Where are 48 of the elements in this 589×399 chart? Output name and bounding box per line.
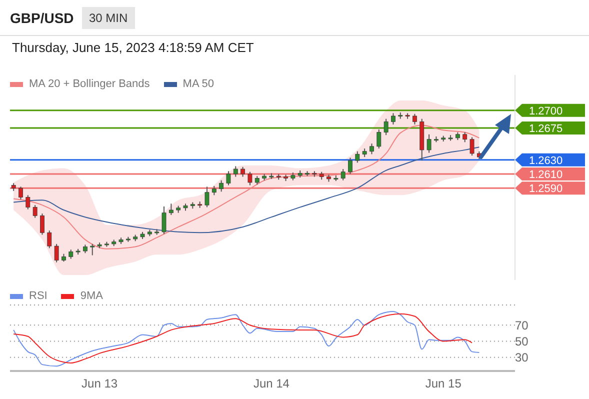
candlestick <box>204 186 210 208</box>
y-tick-label: 1.2610 <box>529 168 563 181</box>
y-tick-label: 1.2630 <box>529 154 563 167</box>
candlestick <box>412 113 417 125</box>
candlestick <box>54 243 59 263</box>
chart-subtitle: Thursday, June 15, 2023 4:18:59 AM CET <box>12 40 254 55</box>
chart-title: GBP/USD <box>10 10 74 26</box>
candlestick <box>355 150 360 164</box>
y-tick-label: 50 <box>515 334 529 348</box>
candlestick <box>26 194 30 210</box>
candlestick <box>370 143 374 155</box>
legend-label: MA 50 <box>182 78 214 90</box>
candlestick <box>470 136 474 156</box>
candlestick <box>340 168 346 181</box>
candlestick <box>376 128 382 150</box>
candlestick <box>68 249 74 260</box>
candlestick <box>18 186 23 200</box>
candlestick <box>162 206 166 235</box>
candlestick <box>90 243 95 256</box>
candlestick <box>40 213 44 236</box>
text: 30 MIN <box>82 7 135 29</box>
candlestick <box>212 185 216 196</box>
line-series <box>13 146 480 234</box>
line-series <box>13 124 480 250</box>
y-tick-label: 1.2675 <box>529 123 563 136</box>
legend-label: MA 20 + Bollinger Bands <box>29 78 150 90</box>
candlestick <box>384 118 388 136</box>
x-tick-label: Jun 14 <box>253 376 290 391</box>
x-tick-label: Jun 13 <box>82 376 118 391</box>
candlestick <box>32 204 38 218</box>
candlestick <box>233 166 238 178</box>
legend-label: RSI <box>29 290 48 302</box>
candlestick <box>248 171 252 186</box>
y-tick-label: 1.2590 <box>529 183 563 196</box>
y-tick-label: 30 <box>515 350 529 365</box>
candlestick <box>240 166 245 178</box>
candlestick <box>391 112 396 125</box>
legend-label: 9MA <box>80 290 103 302</box>
y-tick-label: 1.2700 <box>529 105 563 118</box>
y-tick-label: 70 <box>515 318 529 332</box>
candlestick <box>47 230 52 249</box>
candlestick <box>226 170 231 186</box>
candlestick <box>426 134 432 154</box>
candlestick <box>219 180 224 192</box>
candlestick <box>462 132 468 143</box>
candlestick <box>348 157 352 174</box>
x-tick-label: Jun 15 <box>425 376 462 391</box>
candlestick <box>168 203 174 216</box>
